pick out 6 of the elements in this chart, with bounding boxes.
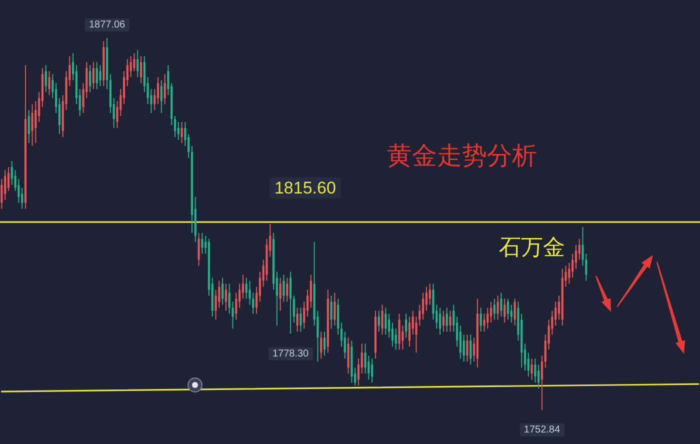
annotation: 1778.30 <box>272 348 309 360</box>
title: 黄金走势分析 <box>387 142 537 170</box>
annotation: 1877.06 <box>88 20 126 30</box>
annotation: 石万金 <box>499 234 565 260</box>
annotation: 1752.84 <box>524 424 560 436</box>
ref-label: 1815.60 <box>274 178 336 198</box>
